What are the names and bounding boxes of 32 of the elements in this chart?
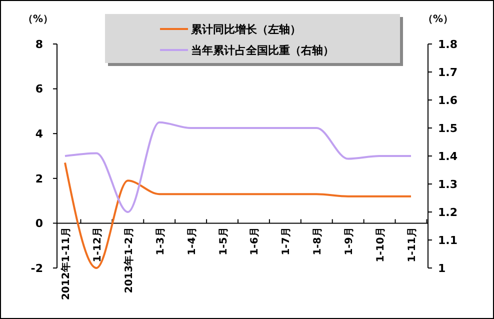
y2-tick-label: 1.7 (438, 66, 458, 79)
x-tick-label: 1-3月 (155, 227, 166, 256)
y2-tick-label: 1.3 (438, 178, 458, 191)
y2-axis-title: （%） (422, 14, 454, 25)
x-tick-label: 1-10月 (376, 227, 387, 262)
legend-label: 累计同比增长（左轴） (190, 22, 301, 36)
y-tick-label: 4 (35, 127, 44, 140)
x-tick-label: 2012年1-11月 (60, 227, 72, 300)
y2-tick-label: 1 (438, 262, 446, 275)
y2-tick-label: 1.8 (438, 38, 458, 51)
x-tick-label: 1-11月 (407, 227, 418, 262)
line-series (64, 121, 412, 213)
y2-tick-label: 1.4 (438, 150, 458, 163)
y2-tick-label: 1.6 (438, 94, 458, 107)
y-tick-label: 6 (35, 82, 44, 96)
y2-tick-label: 1.5 (438, 122, 458, 135)
x-tick-label: 1-7月 (281, 227, 292, 256)
y-tick-label: 2 (35, 172, 43, 186)
x-tick-label: 2013年1-2月 (122, 227, 135, 294)
legend-label: 当年累计占全国比重（右轴） (191, 44, 334, 57)
x-tick-label: 1-4月 (186, 227, 198, 256)
y-axis-title: （%） (22, 14, 54, 25)
y2-tick-label: 1.1 (438, 234, 458, 247)
x-tick-label: 1-12月 (92, 227, 104, 262)
y-tick-label: -2 (30, 262, 43, 275)
y2-tick-label: 1.2 (438, 206, 458, 219)
x-tick-label: 1-5月 (218, 227, 230, 256)
y-tick-label: 0 (35, 217, 44, 230)
y-tick-label: 8 (35, 38, 43, 51)
x-tick-label: 1-9月 (344, 227, 356, 256)
x-tick-label: 1-8月 (312, 227, 324, 256)
x-tick-label: 1-6月 (250, 227, 261, 256)
